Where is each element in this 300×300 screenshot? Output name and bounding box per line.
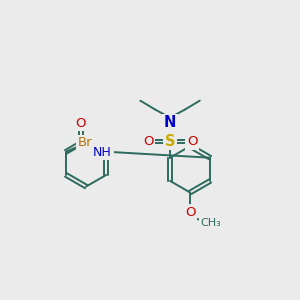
Text: S: S — [165, 134, 175, 149]
Text: O: O — [187, 135, 197, 148]
Text: N: N — [164, 116, 176, 130]
Text: Br: Br — [78, 136, 93, 149]
Text: NH: NH — [93, 146, 112, 159]
Text: O: O — [76, 117, 86, 130]
Text: O: O — [185, 206, 195, 219]
Text: O: O — [143, 135, 153, 148]
Text: CH₃: CH₃ — [201, 218, 221, 228]
